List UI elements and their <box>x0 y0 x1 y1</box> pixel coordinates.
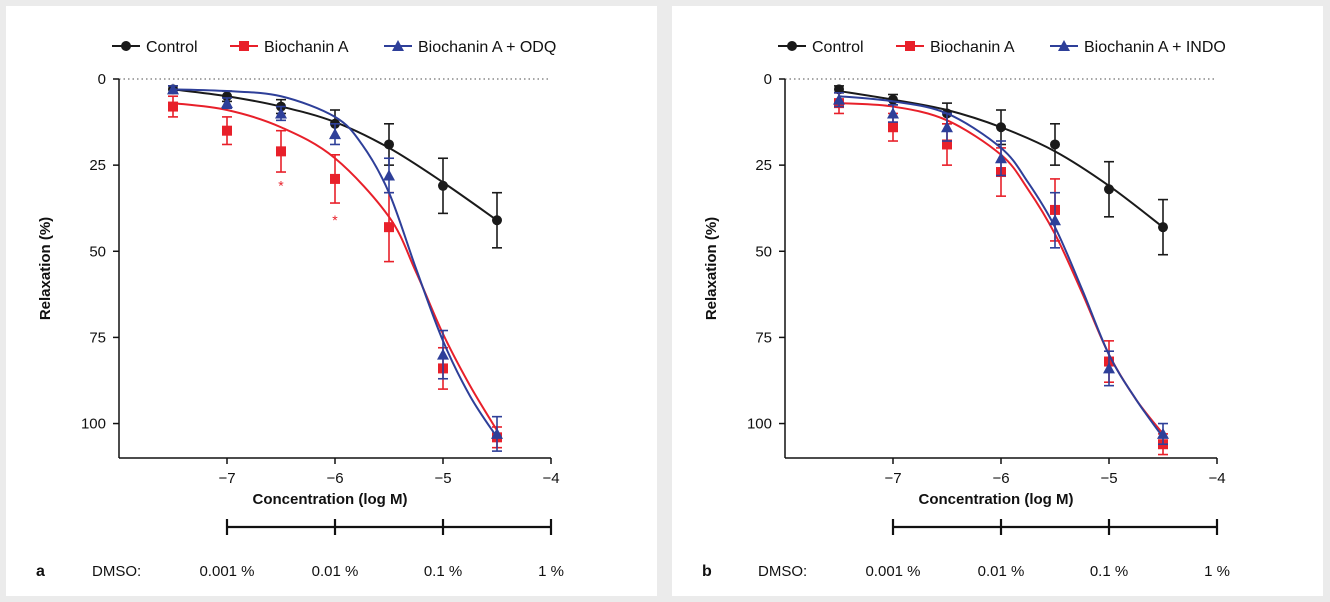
dmso-label: DMSO: <box>92 563 141 580</box>
data-point <box>1157 427 1169 439</box>
fit-curve <box>838 95 1164 438</box>
data-point <box>1103 362 1115 374</box>
legend-label: Control <box>146 39 198 56</box>
panel-letter: a <box>36 563 45 580</box>
y-tick-label: 75 <box>755 329 772 346</box>
significance-asterisk: * <box>332 212 338 228</box>
y-tick-label: 25 <box>89 157 106 174</box>
dmso-concentration-label: 1 % <box>538 563 564 580</box>
panel-letter: b <box>702 563 712 580</box>
data-point <box>276 146 286 157</box>
data-point <box>942 139 952 150</box>
data-point <box>384 139 394 150</box>
legend-marker <box>239 41 249 51</box>
dmso-label: DMSO: <box>758 563 807 580</box>
y-tick-label: 75 <box>89 329 106 346</box>
x-tick-label: −6 <box>326 470 343 487</box>
data-point <box>833 93 845 105</box>
chart-panel-a: 0 25 50 75 100 −7 −6 −5 −4 Concentration (log M) R… <box>6 6 657 596</box>
legend-label: Control <box>812 39 864 56</box>
y-tick-label: 0 <box>98 71 106 88</box>
y-axis-label: Relaxation (%) <box>703 217 720 320</box>
y-axis-label: Relaxation (%) <box>37 217 54 320</box>
legend-marker <box>787 41 797 51</box>
y-tick-label: 50 <box>755 243 772 260</box>
legend-label: Biochanin A <box>264 39 349 56</box>
data-point <box>888 94 898 105</box>
x-tick-label: −5 <box>1100 470 1117 487</box>
dmso-concentration-label: 0.1 % <box>424 563 462 580</box>
data-point <box>1104 184 1114 195</box>
data-point <box>330 173 340 184</box>
x-axis-label: Concentration (log M) <box>253 491 408 508</box>
dmso-concentration-label: 0.001 % <box>199 563 254 580</box>
legend-label: Biochanin A + ODQ <box>418 39 556 56</box>
data-point <box>221 97 233 109</box>
legend-marker <box>1058 40 1070 51</box>
series-2 <box>167 83 503 452</box>
data-point <box>492 215 502 226</box>
x-axis-label: Concentration (log M) <box>919 491 1074 508</box>
dmso-concentration-label: 0.1 % <box>1090 563 1128 580</box>
data-point <box>887 107 899 119</box>
data-point <box>888 122 898 133</box>
legend-marker <box>905 41 915 51</box>
data-point <box>437 348 449 360</box>
data-point <box>996 122 1006 133</box>
legend-label: Biochanin A + INDO <box>1084 39 1226 56</box>
data-point <box>834 84 844 95</box>
data-point <box>275 107 287 119</box>
legend-marker <box>121 41 131 51</box>
data-point <box>1049 214 1061 226</box>
y-tick-label: 0 <box>764 71 772 88</box>
x-tick-label: −5 <box>434 470 451 487</box>
data-point <box>383 169 395 181</box>
dmso-concentration-label: 0.001 % <box>865 563 920 580</box>
data-point <box>491 427 503 439</box>
dmso-concentration-label: 0.01 % <box>978 563 1025 580</box>
data-point <box>1158 222 1168 233</box>
data-point <box>329 128 341 140</box>
y-tick-label: 100 <box>81 416 106 433</box>
dmso-concentration-label: 0.01 % <box>312 563 359 580</box>
chart-panel-b: 0 25 50 75 100 −7 −6 −5 −4 Concentration (log M) R… <box>672 6 1323 596</box>
legend-marker <box>392 40 404 51</box>
data-point <box>438 180 448 191</box>
data-point <box>995 152 1007 164</box>
y-tick-label: 100 <box>747 416 772 433</box>
chart-svg-a: 0 25 50 75 100 −7 −6 −5 −4 Concentration (log M) R… <box>36 39 564 580</box>
data-point <box>167 83 179 95</box>
y-tick-label: 50 <box>89 243 106 260</box>
series-1 <box>168 95 502 449</box>
series-2 <box>833 91 1169 446</box>
data-point <box>168 101 178 112</box>
x-tick-label: −7 <box>884 470 901 487</box>
data-point <box>1050 139 1060 150</box>
data-point <box>941 121 953 133</box>
chart-svg-b: 0 25 50 75 100 −7 −6 −5 −4 Concentration (log M) R… <box>702 39 1230 580</box>
legend-label: Biochanin A <box>930 39 1015 56</box>
x-tick-label: −4 <box>542 470 559 487</box>
y-tick-label: 25 <box>755 157 772 174</box>
x-tick-label: −4 <box>1208 470 1225 487</box>
x-tick-label: −7 <box>218 470 235 487</box>
fit-curve <box>172 88 498 438</box>
data-point <box>222 125 232 136</box>
data-point <box>384 222 394 233</box>
fit-curve <box>172 102 498 431</box>
dmso-concentration-label: 1 % <box>1204 563 1230 580</box>
x-tick-label: −6 <box>992 470 1009 487</box>
significance-asterisk: * <box>278 177 284 193</box>
